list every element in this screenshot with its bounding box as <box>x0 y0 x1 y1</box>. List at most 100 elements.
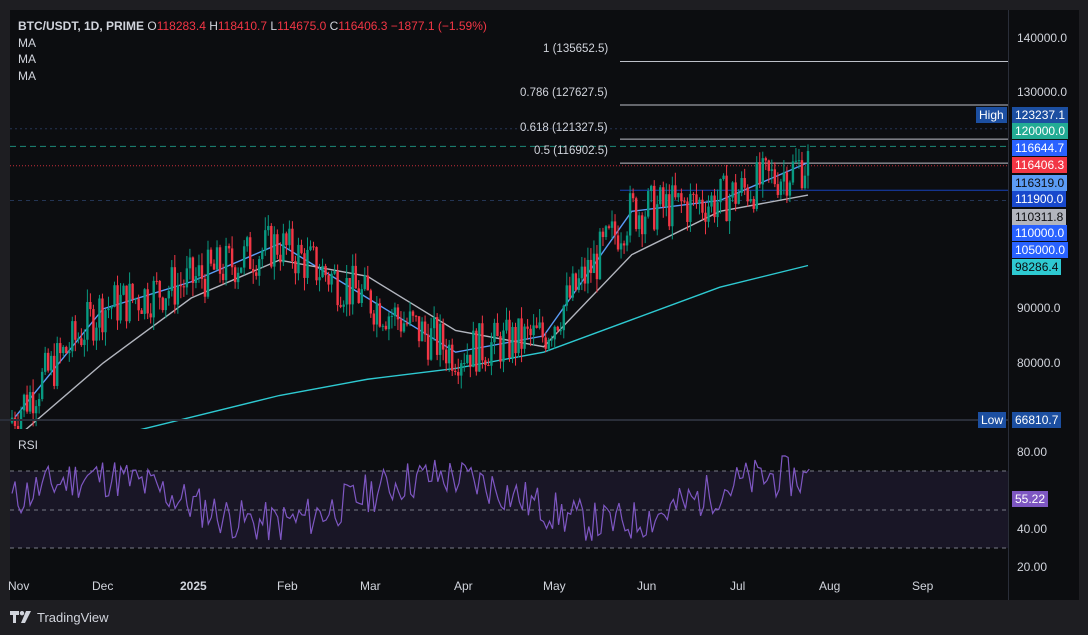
candle-body <box>689 193 692 222</box>
candle-body <box>221 273 225 281</box>
candle-body <box>583 266 587 284</box>
candle-body <box>677 193 680 198</box>
candle-body <box>508 319 511 358</box>
candle-body <box>89 302 92 310</box>
symbol-legend[interactable]: BTC/USDT, 1D, PRIME O118283.4 H118410.7 … <box>18 18 487 84</box>
candle-body <box>167 290 170 299</box>
candle-body <box>770 169 774 171</box>
candle-body <box>773 169 777 185</box>
candle-body <box>173 267 177 305</box>
candle-body <box>532 325 535 336</box>
candle-body <box>544 337 547 349</box>
candle-body <box>197 265 201 277</box>
time-tick-nov: Nov <box>8 579 30 593</box>
candle-body <box>188 257 192 269</box>
candle-body <box>342 304 345 307</box>
candle-body <box>49 355 53 371</box>
tradingview-brand[interactable]: TradingView <box>10 608 109 626</box>
candle-body <box>185 268 189 288</box>
candle-body <box>749 199 752 202</box>
panel-divider[interactable] <box>0 419 1078 421</box>
candle-body <box>65 346 68 354</box>
fib-level-0618[interactable]: 0.618 (121327.5) <box>520 122 608 134</box>
fib-level-1[interactable]: 1 (135652.5) <box>543 43 609 55</box>
candle-body <box>785 172 789 196</box>
indicator-ma-3[interactable]: MA <box>18 68 36 83</box>
price-tag-110000: 110000.0 <box>1012 225 1068 241</box>
candle-body <box>218 247 222 274</box>
candle-body <box>637 215 641 230</box>
change-value: −1877.1 (−1.59%) <box>390 19 487 33</box>
close-value: 116406.3 <box>338 19 388 33</box>
candle-body <box>158 281 161 298</box>
candle-body <box>122 285 125 295</box>
candle-body <box>469 354 472 368</box>
candle-body <box>252 268 255 273</box>
candle-body <box>520 318 523 349</box>
candle-body <box>104 310 107 333</box>
indicator-ma-1[interactable]: MA <box>18 35 36 50</box>
candle-body <box>215 247 219 270</box>
candle-body <box>665 194 668 207</box>
candle-body <box>233 267 237 283</box>
rsi-label[interactable]: RSI <box>18 438 39 452</box>
candle-body <box>59 343 62 354</box>
rsi-tick-20: 20.00 <box>1017 560 1048 574</box>
candle-body <box>107 308 110 311</box>
candle-body <box>276 234 279 255</box>
candle-body <box>161 297 164 311</box>
candle-body <box>37 399 41 407</box>
rsi-panel[interactable] <box>10 431 1008 574</box>
candle-body <box>668 194 671 227</box>
candle-body <box>643 216 647 235</box>
candle-body <box>294 261 297 274</box>
candle-body <box>457 371 460 376</box>
candle-body <box>659 187 662 205</box>
candle-body <box>43 352 47 372</box>
ma-mid-tag: 110311.8 <box>1012 209 1067 225</box>
fib-level-0786[interactable]: 0.786 (127627.5) <box>520 87 608 99</box>
candle-body <box>282 233 285 263</box>
candle-body <box>22 394 26 411</box>
candle-body <box>13 417 17 426</box>
fib-level-05[interactable]: 0.5 (116902.5) <box>534 145 608 157</box>
candle-body <box>755 162 758 209</box>
chart-area[interactable] <box>10 10 1008 600</box>
candle-body <box>653 185 656 230</box>
time-tick-feb: Feb <box>277 579 298 593</box>
candle-body <box>607 226 611 228</box>
price-tick-140000: 140000.0 <box>1017 31 1068 45</box>
candle-body <box>556 326 559 331</box>
ma-line-3 <box>140 264 809 429</box>
candle-body <box>393 307 397 316</box>
price-tick-130000: 130000.0 <box>1017 85 1068 99</box>
price-panel[interactable] <box>10 10 1008 429</box>
candle-body <box>28 392 32 412</box>
candle-body <box>598 231 602 280</box>
time-tick-jun: Jun <box>637 579 657 593</box>
candle-body <box>255 272 258 276</box>
time-axis[interactable]: Nov Dec 2025 Feb Mar Apr May Jun Jul Aug… <box>8 575 1008 600</box>
candle-body <box>270 225 273 267</box>
candle-body <box>451 344 454 371</box>
symbol-title[interactable]: BTC/USDT, 1D, PRIME <box>18 19 145 33</box>
rsi-tick-40: 40.00 <box>1017 522 1048 536</box>
candle-body <box>553 326 556 340</box>
candle-body <box>273 234 276 267</box>
candle-body <box>650 185 653 192</box>
price-tag-105000: 105000.0 <box>1012 242 1069 258</box>
candle-body <box>604 226 608 238</box>
candle-body <box>782 172 786 182</box>
candle-body <box>309 246 312 250</box>
rsi-value-tag: 55.22 <box>1012 491 1049 507</box>
indicator-ma-2[interactable]: MA <box>18 52 36 66</box>
candle-body <box>589 259 593 274</box>
candle-body <box>806 151 810 176</box>
candle-body <box>140 310 143 314</box>
candle-body <box>698 199 701 204</box>
candle-body <box>505 319 508 331</box>
candle-body <box>182 286 186 288</box>
candle-body <box>656 204 659 230</box>
open-label: O <box>147 19 157 33</box>
candle-body <box>200 265 204 279</box>
